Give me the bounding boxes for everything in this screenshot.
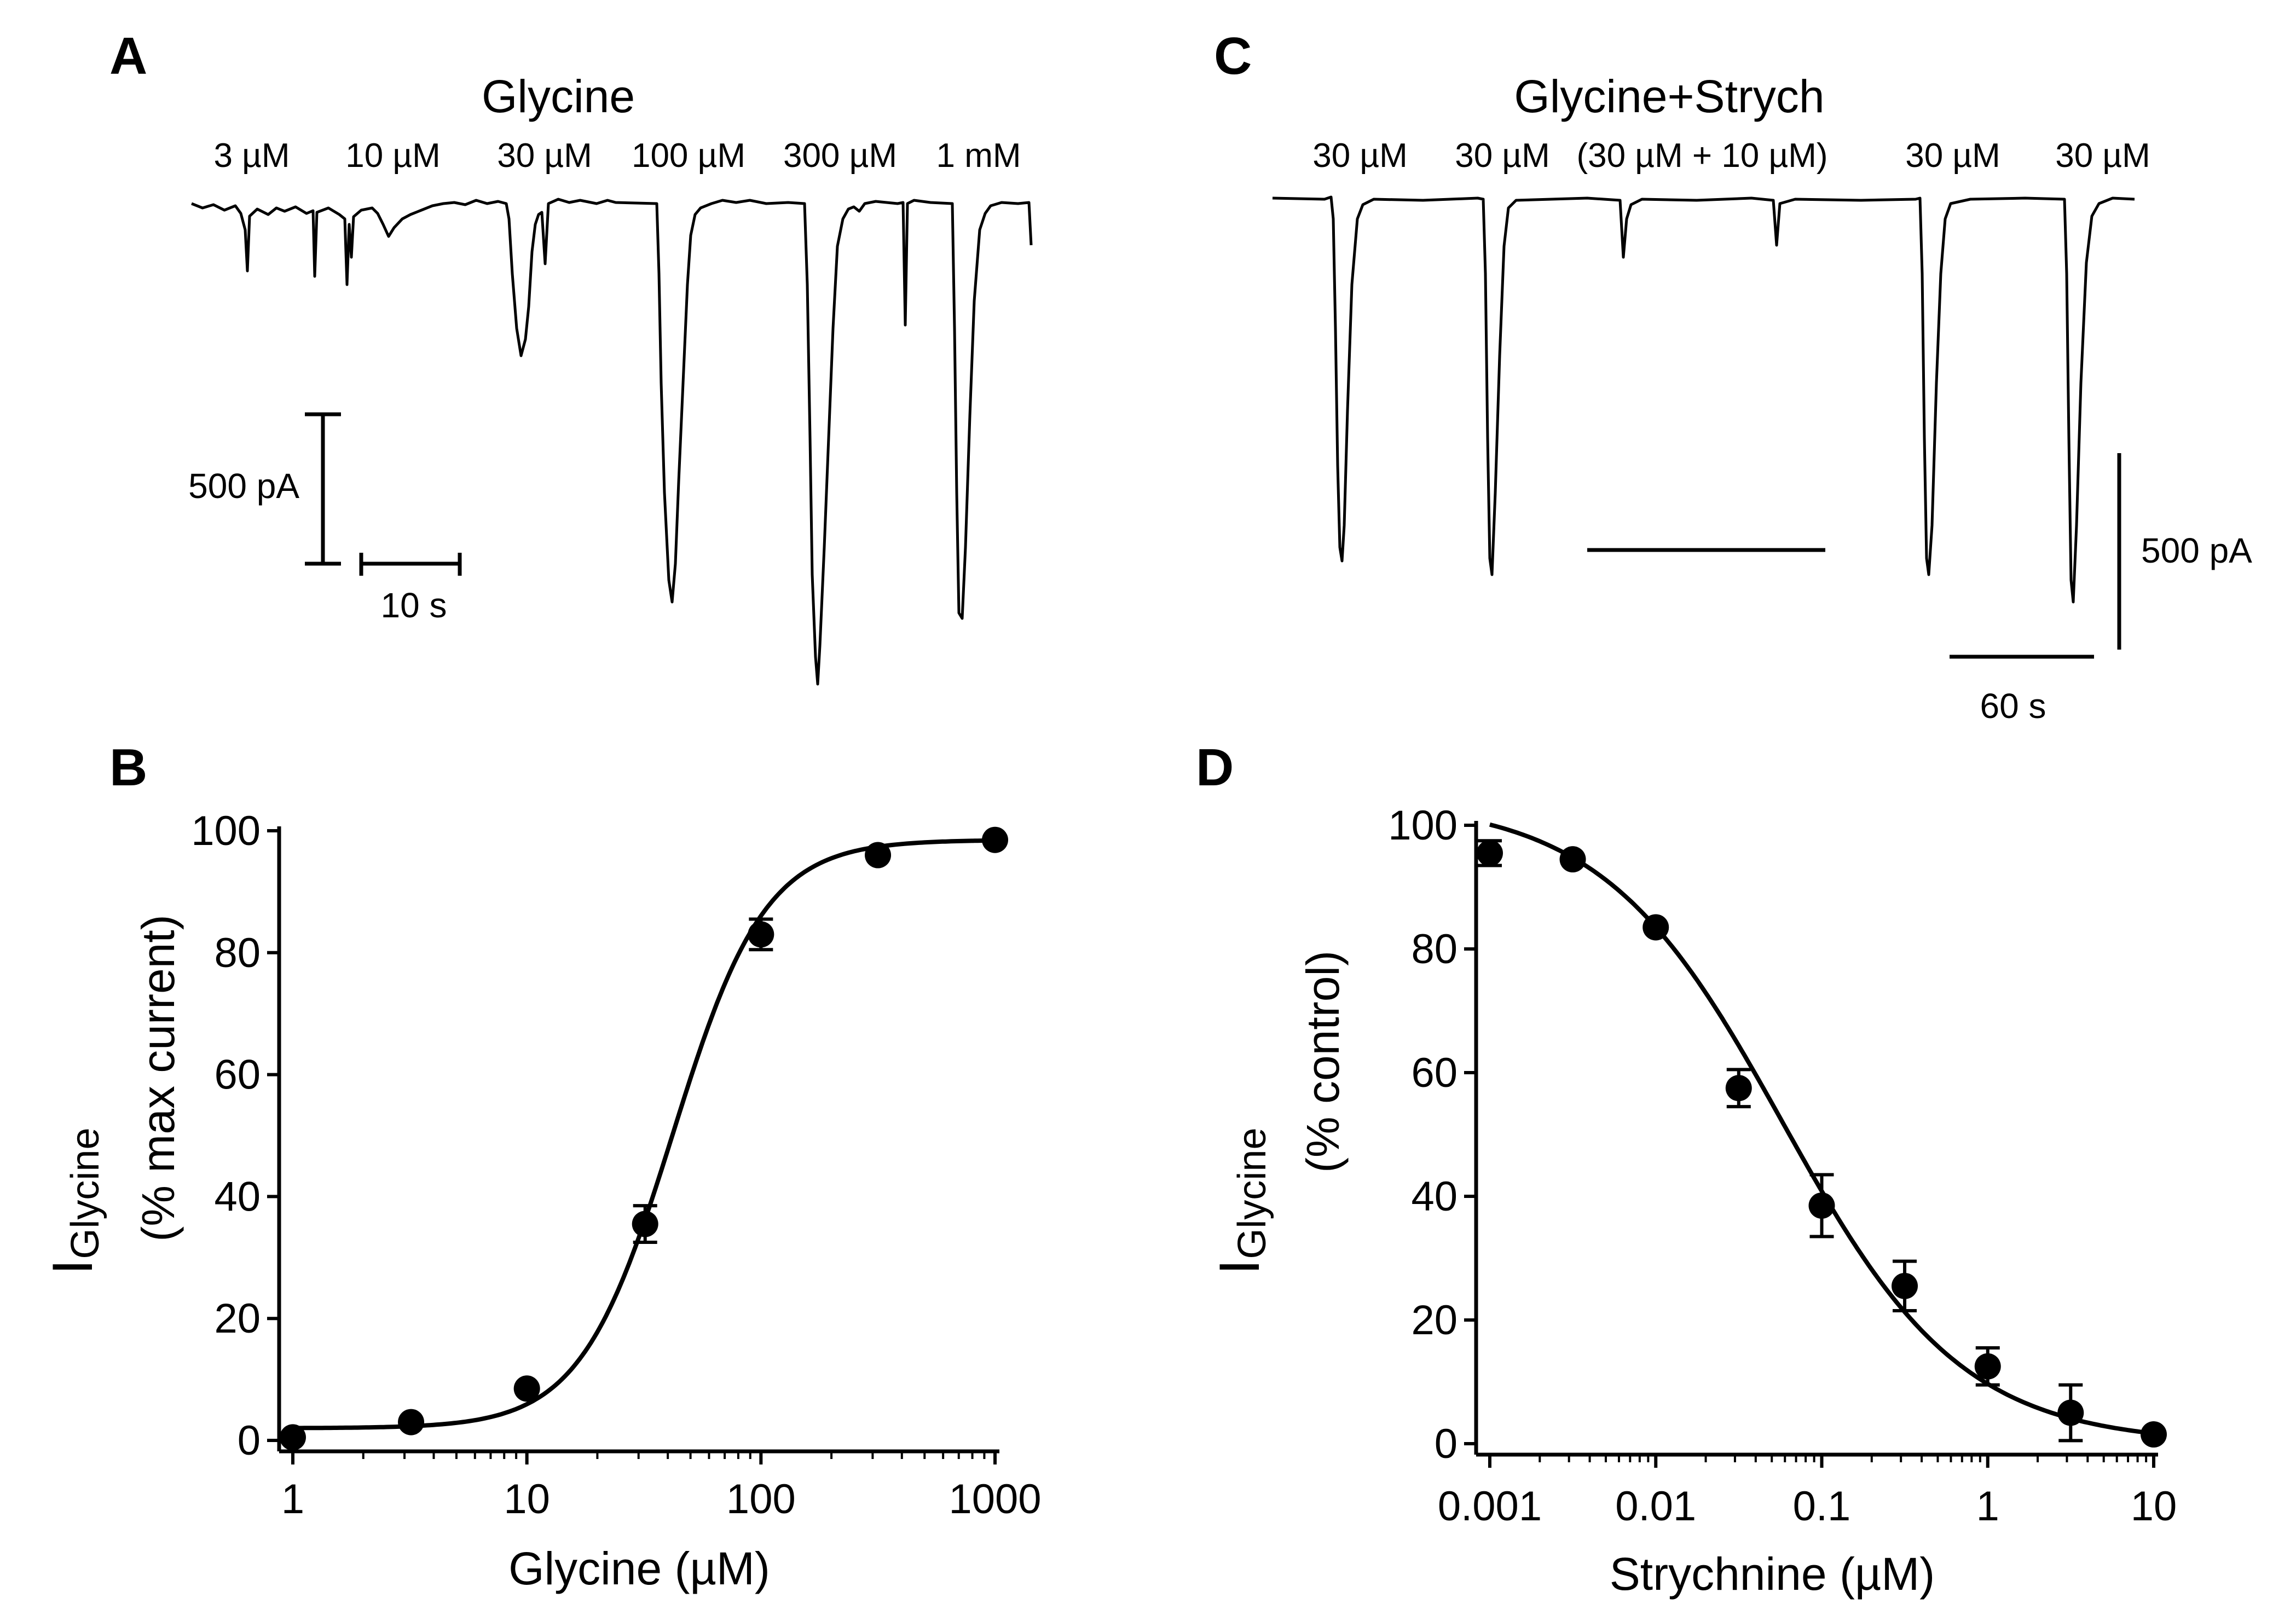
panel-b-data-point bbox=[748, 921, 774, 948]
panel-b-data-point bbox=[632, 1211, 658, 1237]
panel-d-x-tick-label: 10 bbox=[2131, 1483, 2177, 1530]
panel-b-y-tick-label: 60 bbox=[214, 1052, 261, 1098]
panel-d-y-label: IGlycine bbox=[1208, 1128, 1274, 1275]
panel-b-data-point bbox=[865, 842, 892, 869]
panel-b-y-tick-label: 40 bbox=[214, 1173, 261, 1220]
panel-d-y-label-sub: Glycine bbox=[1230, 1128, 1274, 1259]
panel-d-data-point bbox=[1643, 914, 1669, 941]
panel-a-time-scale-label: 10 s bbox=[381, 586, 447, 625]
panel-c-current-scale-label: 500 pA bbox=[2141, 531, 2252, 570]
svg-text:IGlycine: IGlycine bbox=[41, 1128, 107, 1275]
panel-b-y-tick-label: 20 bbox=[214, 1295, 261, 1342]
panel-c-conc-label: 30 µM bbox=[1905, 137, 2000, 175]
panel-b-x-tick-label: 1 bbox=[281, 1476, 304, 1522]
panel-d-fit-curve bbox=[1489, 822, 2154, 1436]
panel-c-conc-label: 30 µM bbox=[1455, 137, 1550, 175]
panel-a-conc-label: 30 µM bbox=[497, 137, 592, 175]
panel-b-y-tick-label: 80 bbox=[214, 930, 261, 976]
panel-a-conc-label: 300 µM bbox=[783, 137, 897, 175]
panel-d-y-label-main: I bbox=[1208, 1259, 1271, 1275]
panel-b-data-point bbox=[982, 826, 1008, 853]
panel-c-time-scale-label: 60 s bbox=[1980, 686, 2046, 726]
panel-d-y-label-unit: (% control) bbox=[1297, 951, 1349, 1173]
panel-c: C Glycine+Strych 30 µM 30 µM (30 µM + 10… bbox=[1214, 27, 2252, 726]
panel-d: D IGlycine (% control) Strychnine (µM) 0… bbox=[1196, 738, 2177, 1600]
panel-a-conc-label: 1 mM bbox=[936, 137, 1021, 175]
panel-d-x-tick-label: 0.1 bbox=[1793, 1483, 1851, 1530]
panel-d-y-tick-label: 40 bbox=[1411, 1173, 1458, 1220]
panel-a-conc-label: 3 µM bbox=[213, 137, 290, 175]
panel-d-x-tick-label: 0.001 bbox=[1438, 1483, 1542, 1530]
panel-d-data-point bbox=[1725, 1075, 1752, 1102]
panel-b-letter: B bbox=[109, 738, 147, 797]
panel-b-data-point bbox=[398, 1409, 425, 1435]
panel-d-data-point bbox=[1808, 1192, 1835, 1219]
panel-b-y-tick-label: 100 bbox=[191, 808, 261, 854]
panel-b-x-tick-label: 10 bbox=[504, 1476, 550, 1522]
panel-b-y-tick-label: 0 bbox=[238, 1417, 261, 1464]
panel-a-current-trace bbox=[191, 198, 1033, 686]
panel-a-title: Glycine bbox=[482, 71, 635, 122]
panel-b-y-label-sub: Glycine bbox=[63, 1128, 107, 1259]
panel-d-data-point bbox=[1559, 846, 1586, 873]
panel-d-y-tick-label: 80 bbox=[1411, 926, 1458, 972]
panel-c-title: Glycine+Strych bbox=[1514, 71, 1824, 122]
panel-d-y-tick-label: 0 bbox=[1435, 1421, 1458, 1467]
panel-d-x-tick-label: 0.01 bbox=[1615, 1483, 1696, 1530]
panel-d-x-label: Strychnine (µM) bbox=[1610, 1548, 1935, 1600]
panel-a: A Glycine 3 µM 10 µM 30 µM 100 µM 300 µM… bbox=[109, 27, 1033, 686]
panel-d-data-point bbox=[2057, 1399, 2084, 1426]
panel-b-data-point bbox=[513, 1375, 540, 1402]
panel-b-y-label-main: I bbox=[41, 1259, 105, 1275]
panel-a-letter: A bbox=[109, 27, 147, 85]
panel-c-letter: C bbox=[1214, 27, 1252, 85]
panel-d-data-point bbox=[1892, 1272, 1918, 1299]
panel-d-letter: D bbox=[1196, 738, 1234, 797]
panel-d-x-tick-label: 1 bbox=[1976, 1483, 1999, 1530]
panel-c-conc-label: (30 µM + 10 µM) bbox=[1576, 137, 1827, 175]
panel-d-y-tick-label: 60 bbox=[1411, 1050, 1458, 1096]
panel-b: B IGlycine (% max current) Glycine (µM) … bbox=[41, 738, 1042, 1594]
panel-b-x-tick-label: 100 bbox=[726, 1476, 796, 1522]
panel-b-data-point bbox=[280, 1424, 306, 1451]
panel-a-conc-label: 10 µM bbox=[345, 137, 441, 175]
panel-b-y-label-unit: (% max current) bbox=[132, 914, 184, 1241]
panel-b-x-label: Glycine (µM) bbox=[508, 1543, 770, 1594]
panel-c-conc-label: 30 µM bbox=[1312, 137, 1408, 175]
panel-c-conc-label: 30 µM bbox=[2055, 137, 2150, 175]
panel-d-data-point bbox=[1974, 1353, 2001, 1380]
panel-b-y-label: IGlycine bbox=[41, 1128, 107, 1275]
panel-a-current-scale-label: 500 pA bbox=[188, 466, 299, 506]
svg-text:IGlycine: IGlycine bbox=[1208, 1128, 1274, 1275]
panel-d-data-point bbox=[2141, 1421, 2167, 1448]
panel-b-fit-curve bbox=[293, 838, 996, 1431]
panel-d-y-tick-label: 100 bbox=[1388, 802, 1458, 849]
panel-d-y-tick-label: 20 bbox=[1411, 1297, 1458, 1344]
panel-a-conc-label: 100 µM bbox=[632, 137, 745, 175]
panel-d-data-point bbox=[1477, 840, 1503, 866]
panel-c-current-trace bbox=[1272, 195, 2135, 604]
panel-b-x-tick-label: 1000 bbox=[949, 1476, 1041, 1522]
